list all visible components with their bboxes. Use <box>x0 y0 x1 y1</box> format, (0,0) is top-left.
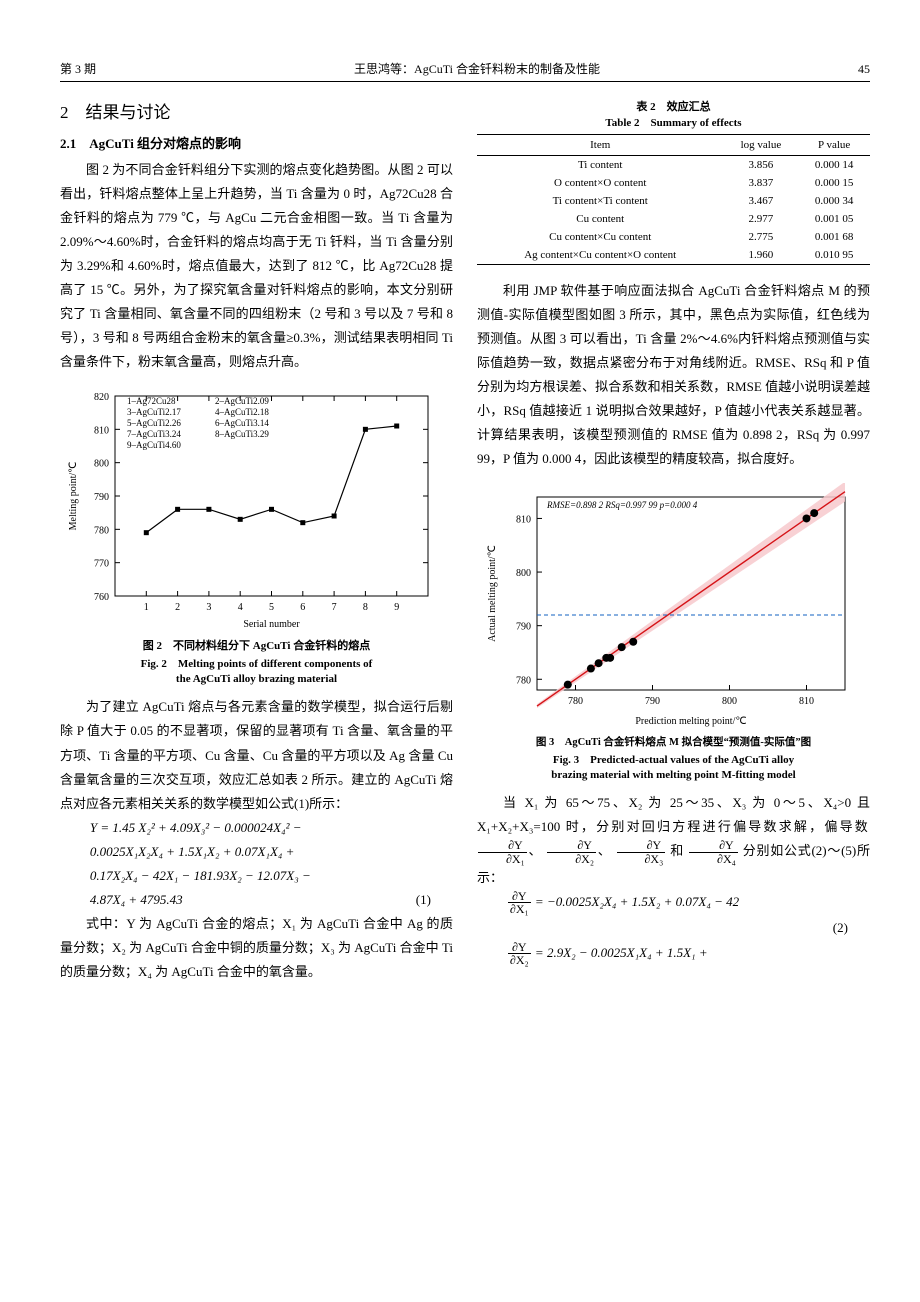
sec21-para1: 图 2 为不同合金钎料组分下实测的熔点变化趋势图。从图 2 可以看出，钎料熔点整… <box>60 158 453 374</box>
fig2-caption-en2: the AgCuTi alloy brazing material <box>60 673 453 685</box>
svg-text:6–AgCuTi3.14: 6–AgCuTi3.14 <box>215 418 269 428</box>
section-2-title: 2 结果与讨论 <box>60 98 453 123</box>
svg-text:9: 9 <box>394 602 399 613</box>
svg-text:770: 770 <box>94 559 109 570</box>
equation-1: Y = 1.45 X₂² + 4.09X₃² − 0.000024X₄² − 0… <box>90 816 453 912</box>
right-para1: 利用 JMP 软件基于响应面法拟合 AgCuTi 合金钎料熔点 M 的预测值-实… <box>477 279 870 471</box>
fig3-caption-en1: Fig. 3 Predicted-actual values of the Ag… <box>477 751 870 767</box>
figure-3: 780 790 800 810 780 790 800 810 Prediction melti… <box>477 483 870 781</box>
table-2: Itemlog valueP valueTi content3.8560.000… <box>477 134 870 265</box>
figure-3-svg: 780 790 800 810 780 790 800 810 Prediction melti… <box>477 483 857 728</box>
svg-text:780: 780 <box>568 696 583 707</box>
table-row: Cu content2.9770.001 05 <box>477 210 870 228</box>
svg-text:820: 820 <box>94 392 109 403</box>
issue: 第 3 期 <box>60 60 96 77</box>
sec21-para2: 为了建立 AgCuTi 熔点与各元素含量的数学模型，拟合运行后剔除 P 值大于 … <box>60 695 453 815</box>
deriv-para: 当 X₁ 为 65～75、X₂ 为 25～35、X₃ 为 0～5、X₄>0 且 … <box>477 791 870 889</box>
eq1-line3: 0.17X₂X₄ − 42X₁ − 181.93X₂ − 12.07X₃ − <box>90 864 453 888</box>
svg-text:9–AgCuTi4.60: 9–AgCuTi4.60 <box>127 440 181 450</box>
table-row: Ti content×Ti content3.4670.000 34 <box>477 192 870 210</box>
svg-text:2: 2 <box>175 602 180 613</box>
svg-text:8–AgCuTi3.29: 8–AgCuTi3.29 <box>215 429 269 439</box>
svg-text:8: 8 <box>363 602 368 613</box>
svg-text:7–AgCuTi3.24: 7–AgCuTi3.24 <box>127 429 181 439</box>
svg-text:Serial number: Serial number <box>243 619 300 630</box>
partial-dY-dX2: ∂Y∂X₂ <box>547 839 596 865</box>
svg-text:790: 790 <box>645 696 660 707</box>
sec21-para3: 式中：Y 为 AgCuTi 合金的熔点；X₁ 为 AgCuTi 合金中 Ag 的… <box>60 912 453 984</box>
fig2-caption-zh: 图 2 不同材料组分下 AgCuTi 合金钎料的熔点 <box>60 637 453 653</box>
svg-text:Prediction melting point/℃: Prediction melting point/℃ <box>635 716 746 727</box>
table2-title-en: Table 2 Summary of effects <box>477 114 870 130</box>
svg-text:790: 790 <box>516 622 531 633</box>
eq2-number: (2) <box>507 916 870 941</box>
table-header-cell: log value <box>723 135 798 156</box>
svg-text:790: 790 <box>94 492 109 503</box>
left-column: 2 结果与讨论 2.1 AgCuTi 组分对熔点的影响 图 2 为不同合金钎料组… <box>60 98 453 984</box>
equation-2: ∂Y∂X₁ = −0.0025X₂X₄ + 1.5X₂ + 0.07X₄ − 4… <box>507 890 870 916</box>
svg-text:Actual melting point/℃: Actual melting point/℃ <box>487 545 498 642</box>
fig3-caption-zh: 图 3 AgCuTi 合金钎料熔点 M 拟合模型“预测值-实际值”图 <box>477 734 870 749</box>
svg-text:6: 6 <box>300 602 305 613</box>
table-row: O content×O content3.8370.000 15 <box>477 174 870 192</box>
svg-text:Melting point/℃: Melting point/℃ <box>68 462 79 531</box>
page-number: 45 <box>858 62 870 77</box>
eq1-line1: Y = 1.45 X₂² + 4.09X₃² − 0.000024X₄² − <box>90 816 453 840</box>
fig2-caption-en1: Fig. 2 Melting points of different compo… <box>60 655 453 671</box>
svg-text:4: 4 <box>238 602 243 613</box>
svg-text:RMSE=0.898 2 RSq=0.997 99 p=0.: RMSE=0.898 2 RSq=0.997 99 p=0.000 4 <box>546 500 698 510</box>
partial-dY-dX4: ∂Y∂X₄ <box>689 839 738 865</box>
svg-text:780: 780 <box>94 526 109 537</box>
running-title: 王思鸿等：AgCuTi 合金钎料粉末的制备及性能 <box>354 60 600 77</box>
table-row: Cu content×Cu content2.7750.001 68 <box>477 228 870 246</box>
svg-text:780: 780 <box>516 676 531 687</box>
eq1-line2: 0.0025X₁X₂X₄ + 1.5X₁X₂ + 0.07X₁X₄ + <box>90 840 453 864</box>
section-2-1-title: 2.1 AgCuTi 组分对熔点的影响 <box>60 133 453 152</box>
figure-2-svg: 760 770 780 790 800 810 820 1 2 3 4 5 6 7 8 9 Serial num… <box>60 386 440 631</box>
table-header-cell: Item <box>477 135 723 156</box>
equation-3: ∂Y∂X₂ = 2.9X₂ − 0.0025X₁X₄ + 1.5X₁ + <box>507 941 870 967</box>
eq1-number: (1) <box>416 888 431 912</box>
table2-title-zh: 表 2 效应汇总 <box>477 98 870 114</box>
svg-text:760: 760 <box>94 592 109 603</box>
svg-text:1: 1 <box>144 602 149 613</box>
svg-text:2–AgCuTi2.09: 2–AgCuTi2.09 <box>215 396 269 406</box>
partial-dY-dX1: ∂Y∂X₁ <box>478 839 527 865</box>
svg-text:800: 800 <box>722 696 737 707</box>
fig3-caption-en2: brazing material with melting point M-fi… <box>477 769 870 781</box>
svg-text:5: 5 <box>269 602 274 613</box>
right-column: 表 2 效应汇总 Table 2 Summary of effects Item… <box>477 98 870 984</box>
svg-text:1–Ag72Cu28: 1–Ag72Cu28 <box>127 396 176 406</box>
svg-text:800: 800 <box>516 568 531 579</box>
svg-text:3–AgCuTi2.17: 3–AgCuTi2.17 <box>127 407 181 417</box>
table-row: Ag content×Cu content×O content1.9600.01… <box>477 246 870 265</box>
svg-text:810: 810 <box>94 426 109 437</box>
figure-2: 760 770 780 790 800 810 820 1 2 3 4 5 6 7 8 9 Serial num… <box>60 386 453 685</box>
svg-text:4–AgCuTi2.18: 4–AgCuTi2.18 <box>215 407 269 417</box>
svg-text:800: 800 <box>94 459 109 470</box>
partial-dY-dX3: ∂Y∂X₃ <box>617 839 666 865</box>
svg-text:7: 7 <box>332 602 337 613</box>
table-row: Ti content3.8560.000 14 <box>477 156 870 175</box>
svg-text:5–AgCuTi2.26: 5–AgCuTi2.26 <box>127 418 181 428</box>
eq1-line4: 4.87X₄ + 4795.43 (1) <box>90 888 453 912</box>
svg-text:810: 810 <box>799 696 814 707</box>
page-header: 第 3 期 王思鸿等：AgCuTi 合金钎料粉末的制备及性能 45 <box>60 60 870 82</box>
svg-text:810: 810 <box>516 515 531 526</box>
table-header-cell: P value <box>798 135 870 156</box>
svg-text:3: 3 <box>206 602 211 613</box>
